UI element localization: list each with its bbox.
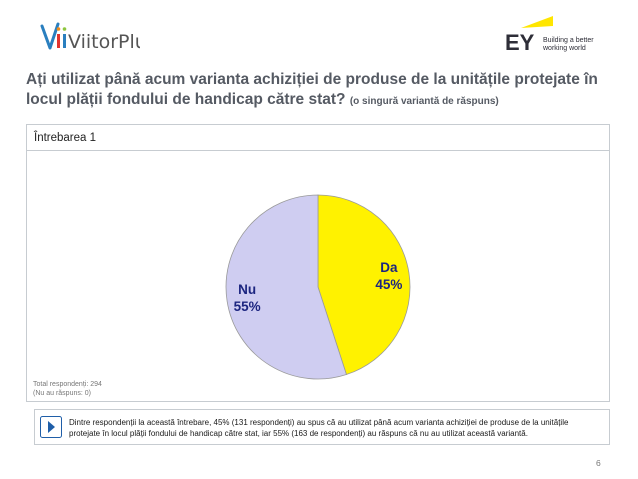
play-arrow-icon [40,416,62,438]
respondents-note: Total respondenți: 294 (Nu au răspuns: 0… [33,380,102,398]
pie-label-nu-name: Nu [238,282,256,297]
chart-panel-header: Întrebarea 1 [27,125,609,151]
logo-right-tagline-1: Building a better [543,37,594,44]
respondents-no-answer: (Nu au răspuns: 0) [33,390,91,397]
logo-right-brand: EY [505,30,535,55]
pie-slice-da [317,194,411,376]
page-number: 6 [596,458,601,468]
page-title: Ați utilizat până acum varianta achiziți… [26,70,626,112]
title-subtitle: (o singură variantă de răspuns) [349,96,499,107]
viitor-plus-logo: ViitorPlus [40,22,140,53]
chart-panel: Întrebarea 1 Da 45% Nu 55% Total respondenț… [26,124,610,402]
summary-callout: Dintre respondenții la această întrebare… [34,409,610,445]
pie-slice-nu [225,194,347,380]
logo-left-text: ViitorPlus [68,31,140,53]
summary-text: Dintre respondenții la această întrebare… [69,418,569,438]
pie-label-nu-value: 55% [234,299,261,314]
ey-logo: EY Building a better working world [505,16,594,55]
title-main: Ați utilizat până acum varianta achiziți… [26,71,598,108]
pie-chart: Da 45% Nu 55% [225,194,411,380]
pie-label-da-name: Da [380,260,398,275]
respondents-total: Total respondenți: 294 [33,381,102,388]
logo-right-tagline-2: working world [542,45,586,52]
pie-label-da-value: 45% [375,277,402,292]
